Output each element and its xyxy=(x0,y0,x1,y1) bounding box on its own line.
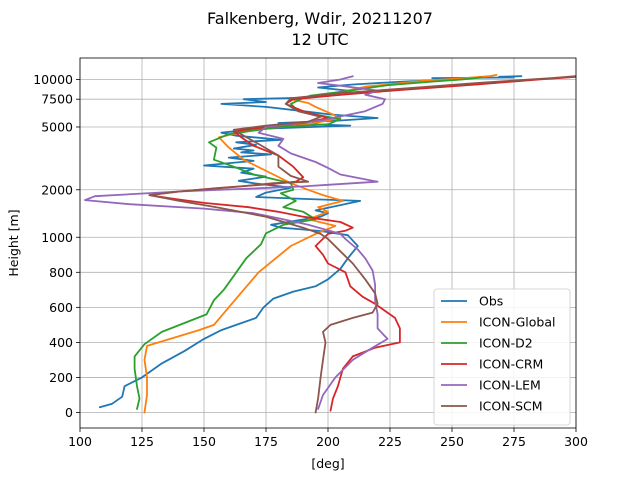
x-tick-label: 175 xyxy=(254,434,278,449)
legend-label-icon-lem: ICON-LEM xyxy=(479,378,541,393)
y-tick-label: 1000 xyxy=(41,230,73,245)
y-axis-label: Height [m] xyxy=(6,209,21,276)
legend-label-icon-global: ICON-Global xyxy=(479,315,555,330)
x-axis-label: [deg] xyxy=(311,456,344,471)
x-tick-label: 275 xyxy=(502,434,526,449)
series-line-obs xyxy=(98,75,523,409)
y-tick-label: 2000 xyxy=(41,182,73,197)
y-tick-label: 600 xyxy=(49,300,73,315)
legend-box xyxy=(433,288,571,426)
x-tick-label: 225 xyxy=(378,434,402,449)
series-line-icon-lem xyxy=(84,75,389,410)
x-tick-label: 125 xyxy=(130,434,154,449)
y-axis: 0 200 400 600 800 1000 2000 5000 7500 10000 xyxy=(33,72,80,420)
chart-title-line-1: Falkenberg, Wdir, 20211207 xyxy=(207,9,433,28)
series-line-icon-crm xyxy=(148,75,576,412)
y-tick-label: 200 xyxy=(49,370,73,385)
series-line-icon-d2 xyxy=(133,76,483,410)
y-tick-label: 400 xyxy=(49,335,73,350)
legend: Obs ICON-Global ICON-D2 ICON-CRM ICON-LEM ICO… xyxy=(433,288,571,426)
y-tick-label: 0 xyxy=(65,405,73,420)
x-tick-label: 200 xyxy=(316,434,340,449)
x-tick-label: 300 xyxy=(564,434,588,449)
legend-label-icon-crm: ICON-CRM xyxy=(479,357,543,372)
chart-title-line-2: 12 UTC xyxy=(291,30,348,49)
y-tick-label: 10000 xyxy=(33,72,73,87)
y-tick-label: 800 xyxy=(49,265,73,280)
x-tick-label: 250 xyxy=(440,434,464,449)
x-tick-label: 150 xyxy=(192,434,216,449)
series-line-icon-scm xyxy=(148,75,576,414)
x-tick-label: 100 xyxy=(68,434,92,449)
y-tick-label: 7500 xyxy=(41,92,73,107)
legend-label-icon-scm: ICON-SCM xyxy=(479,399,543,414)
legend-label-obs: Obs xyxy=(479,294,503,309)
plot-lines xyxy=(84,74,576,414)
x-axis: 100 125 150 175 200 225 250 275 300 xyxy=(68,428,588,449)
legend-label-icon-d2: ICON-D2 xyxy=(479,336,533,351)
y-tick-label: 5000 xyxy=(41,119,73,134)
